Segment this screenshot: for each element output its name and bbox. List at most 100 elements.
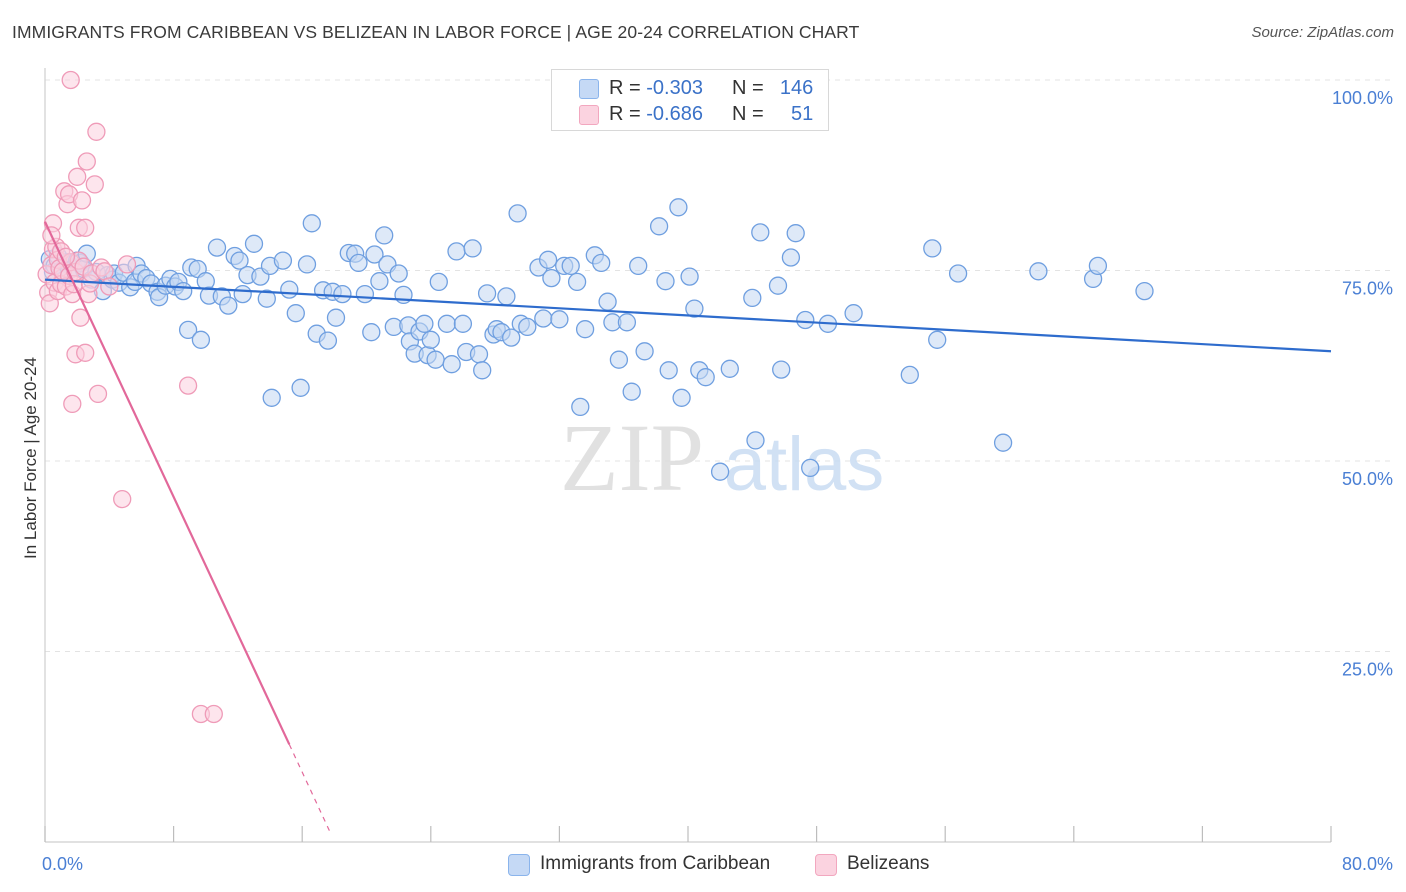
y-tick-label: 50.0%	[1342, 469, 1393, 489]
y-axis-label: In Labor Force | Age 20-24	[21, 357, 40, 559]
data-point-caribbean	[442, 355, 461, 374]
data-point-caribbean	[743, 288, 762, 308]
legend-r-value: -0.686	[646, 103, 703, 125]
x-tick-label: 0.0%	[42, 854, 83, 874]
data-point-caribbean	[447, 242, 466, 261]
legend-swatch-belizeans	[579, 105, 599, 125]
legend-r-label: R =	[609, 77, 641, 99]
series-belizeans-points	[37, 70, 223, 724]
data-point-caribbean	[508, 204, 527, 223]
data-point-caribbean	[629, 256, 648, 276]
legend-swatch-belizeans	[815, 854, 837, 876]
data-point-belizeans	[88, 384, 108, 404]
data-point-caribbean	[244, 234, 264, 253]
trend-line-belizeans-extension	[288, 744, 332, 835]
legend-row-caribbean: R = -0.303 N = 146	[552, 75, 828, 101]
legend-label-belizeans: Belizeans	[847, 853, 930, 874]
data-point-caribbean	[598, 292, 617, 311]
data-point-caribbean	[453, 314, 473, 333]
data-point-caribbean	[659, 361, 678, 380]
data-point-caribbean	[567, 272, 587, 292]
correlation-legend: R = -0.303 N = 146 R = -0.686 N = 51	[551, 69, 829, 131]
data-point-caribbean	[669, 198, 688, 217]
data-point-caribbean	[273, 251, 293, 270]
data-point-caribbean	[518, 317, 537, 337]
data-point-caribbean	[463, 239, 482, 258]
data-point-caribbean	[389, 264, 408, 283]
data-point-caribbean	[801, 458, 820, 478]
data-point-caribbean	[291, 378, 310, 397]
legend-label-caribbean: Immigrants from Caribbean	[540, 853, 771, 874]
data-point-caribbean	[561, 256, 580, 276]
data-point-caribbean	[751, 223, 770, 242]
data-point-caribbean	[257, 289, 276, 308]
data-point-caribbean	[375, 226, 394, 245]
data-point-caribbean	[497, 287, 516, 306]
data-point-caribbean	[575, 320, 595, 339]
data-point-belizeans	[76, 343, 95, 362]
legend-n-value: 146	[779, 77, 814, 99]
legend-row-belizeans: R = -0.686 N = 51	[552, 101, 828, 127]
data-point-belizeans	[68, 167, 87, 186]
data-point-belizeans	[61, 70, 80, 90]
data-point-caribbean	[1088, 256, 1108, 276]
gridlines	[45, 79, 1392, 652]
data-point-caribbean	[318, 331, 338, 350]
data-point-belizeans	[204, 704, 223, 724]
data-point-caribbean	[207, 238, 227, 257]
data-point-caribbean	[469, 345, 489, 364]
data-point-caribbean	[710, 462, 730, 481]
data-point-caribbean	[426, 350, 445, 369]
chart-title: IMMIGRANTS FROM CARIBBEAN VS BELIZEAN IN…	[12, 22, 860, 42]
y-tick-label: 100.0%	[1332, 88, 1393, 108]
data-point-belizeans	[72, 191, 92, 210]
data-point-caribbean	[429, 272, 448, 292]
data-point-caribbean	[362, 323, 381, 342]
data-point-belizeans	[76, 218, 95, 237]
data-point-caribbean	[635, 342, 654, 361]
data-point-belizeans	[100, 277, 119, 296]
data-point-belizeans	[77, 152, 96, 171]
data-point-caribbean	[1135, 281, 1154, 301]
data-point-caribbean	[437, 314, 457, 333]
data-point-caribbean	[326, 308, 346, 327]
data-point-caribbean	[370, 272, 389, 291]
data-point-caribbean	[286, 304, 305, 323]
data-point-caribbean	[280, 280, 299, 299]
data-point-caribbean	[844, 304, 863, 323]
data-point-caribbean	[477, 284, 497, 303]
y-tick-label: 25.0%	[1342, 660, 1393, 680]
legend-n-value: 51	[791, 103, 814, 125]
data-point-caribbean	[542, 268, 561, 288]
x-tick-label: 80.0%	[1342, 854, 1393, 874]
data-point-caribbean	[571, 397, 590, 417]
data-point-caribbean	[781, 248, 801, 267]
data-point-caribbean	[502, 328, 521, 347]
data-point-caribbean	[233, 284, 252, 304]
source-credit: Source: ZipAtlas.com	[1251, 24, 1394, 41]
data-point-caribbean	[302, 214, 321, 233]
data-point-caribbean	[178, 320, 198, 340]
data-point-belizeans	[117, 255, 137, 274]
data-point-caribbean	[796, 310, 815, 330]
data-point-caribbean	[923, 239, 942, 258]
watermark: ZIP atlas	[560, 404, 884, 511]
watermark-zip: ZIP	[560, 404, 704, 511]
data-point-belizeans	[113, 489, 132, 509]
data-point-caribbean	[355, 284, 375, 304]
data-point-caribbean	[617, 313, 637, 332]
data-point-caribbean	[656, 272, 675, 291]
legend-n-label: N =	[732, 103, 764, 125]
legend-swatch-caribbean	[579, 79, 599, 99]
data-point-belizeans	[56, 247, 76, 266]
data-point-caribbean	[550, 310, 569, 329]
legend-n-label: N =	[732, 77, 764, 99]
data-point-caribbean	[622, 382, 641, 401]
data-point-caribbean	[230, 251, 249, 270]
tick-labels: 25.0% 50.0% 75.0% 100.0% 0.0% 80.0%	[42, 88, 1393, 874]
series-legend: Immigrants from Caribbean Belizeans	[0, 852, 1406, 878]
data-point-caribbean	[538, 250, 558, 269]
trend-line-belizeans	[44, 221, 291, 745]
legend-r-label: R =	[609, 103, 641, 125]
data-point-belizeans	[63, 394, 82, 414]
